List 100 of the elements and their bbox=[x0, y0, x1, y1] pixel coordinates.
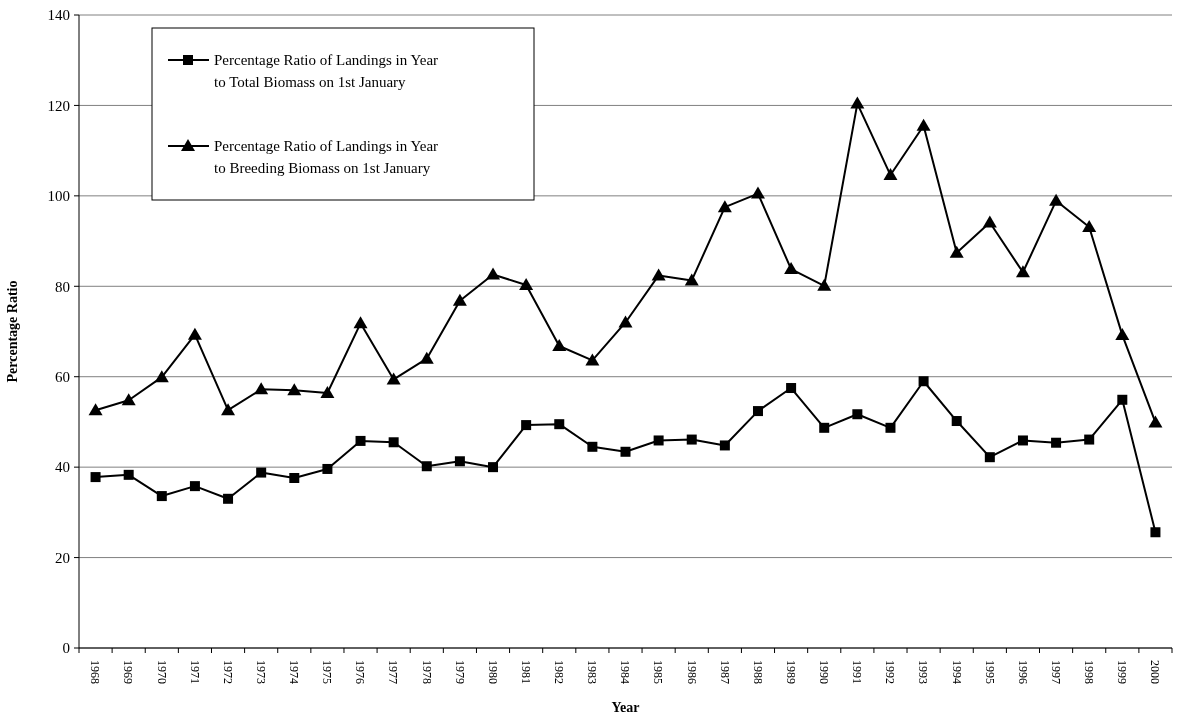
y-tick-label: 0 bbox=[62, 640, 70, 657]
x-tick-label: 1997 bbox=[1048, 660, 1063, 684]
point bbox=[653, 435, 664, 446]
x-tick-label: 1992 bbox=[883, 660, 898, 684]
x-tick-label: 1994 bbox=[949, 660, 964, 684]
point bbox=[784, 262, 799, 275]
x-tick-label: 1996 bbox=[1015, 660, 1030, 684]
x-tick-label: 1980 bbox=[485, 660, 500, 684]
point bbox=[686, 434, 697, 445]
y-tick-label: 20 bbox=[55, 549, 70, 566]
x-tick-label: 1987 bbox=[717, 660, 732, 684]
point bbox=[256, 467, 267, 478]
point bbox=[322, 463, 333, 474]
point bbox=[123, 469, 134, 480]
point bbox=[90, 472, 101, 483]
point bbox=[984, 452, 995, 463]
point bbox=[585, 353, 600, 366]
point bbox=[254, 382, 269, 395]
x-tick-label: 1986 bbox=[684, 660, 699, 684]
point bbox=[154, 370, 169, 383]
point bbox=[554, 419, 565, 430]
point bbox=[156, 491, 167, 502]
point bbox=[1115, 328, 1130, 341]
point bbox=[951, 416, 962, 427]
point bbox=[885, 422, 896, 433]
point bbox=[819, 422, 830, 433]
point bbox=[1084, 434, 1095, 445]
x-tick-label: 1985 bbox=[651, 660, 666, 684]
point bbox=[221, 403, 236, 416]
point bbox=[521, 420, 532, 431]
x-tick-label: 1998 bbox=[1082, 660, 1096, 684]
point bbox=[121, 393, 136, 406]
point bbox=[287, 383, 302, 396]
x-tick-label: 1984 bbox=[618, 660, 633, 684]
point bbox=[916, 118, 931, 131]
x-tick-label: 1968 bbox=[88, 660, 103, 684]
x-tick-label: 1991 bbox=[850, 660, 865, 684]
point bbox=[620, 446, 631, 457]
point bbox=[223, 493, 234, 504]
point bbox=[421, 461, 432, 472]
x-tick-label: 1973 bbox=[253, 660, 268, 684]
point bbox=[320, 385, 335, 398]
point bbox=[949, 245, 964, 258]
point bbox=[786, 383, 797, 394]
point bbox=[386, 372, 401, 385]
point bbox=[1051, 437, 1062, 448]
point bbox=[1148, 415, 1163, 428]
x-tick-label: 2000 bbox=[1148, 660, 1163, 684]
x-tick-label: 1978 bbox=[419, 660, 434, 684]
point bbox=[850, 96, 865, 109]
point bbox=[1015, 265, 1030, 278]
point bbox=[719, 440, 730, 451]
x-tick-label: 1979 bbox=[452, 660, 467, 684]
x-tick-label: 1982 bbox=[552, 660, 567, 684]
legend-label: Percentage Ratio of Landings in Year to Total Biomass on 1st January bbox=[214, 52, 439, 90]
x-tick-label: 1981 bbox=[518, 660, 533, 684]
y-tick-label: 60 bbox=[55, 368, 70, 385]
point bbox=[454, 456, 465, 467]
x-tick-label: 1999 bbox=[1115, 660, 1130, 684]
point bbox=[1082, 220, 1097, 233]
x-tick-label: 1972 bbox=[220, 660, 235, 684]
point bbox=[187, 327, 202, 340]
point bbox=[1150, 527, 1161, 538]
point bbox=[88, 403, 103, 416]
point bbox=[684, 273, 699, 286]
legend-label: Percentage Ratio of Landings in Year to Breeding Biomass on 1st January bbox=[214, 138, 439, 176]
point bbox=[717, 200, 732, 213]
point bbox=[355, 435, 366, 446]
y-axis-title: Percentage Ratio bbox=[5, 280, 20, 383]
point bbox=[488, 462, 499, 473]
point bbox=[189, 481, 200, 492]
y-tick-label: 140 bbox=[47, 7, 70, 24]
x-tick-label: 1971 bbox=[187, 660, 202, 684]
point bbox=[982, 215, 997, 228]
point bbox=[852, 409, 863, 420]
point bbox=[519, 277, 534, 290]
point bbox=[618, 315, 633, 328]
y-tick-label: 120 bbox=[47, 97, 70, 114]
y-tick-label: 100 bbox=[47, 188, 70, 205]
point bbox=[817, 278, 832, 291]
x-tick-label: 1977 bbox=[386, 660, 401, 684]
x-tick-label: 1989 bbox=[783, 660, 798, 684]
point bbox=[452, 293, 467, 306]
x-tick-label: 1969 bbox=[121, 660, 136, 684]
x-tick-label: 1974 bbox=[287, 660, 302, 684]
x-tick-label: 1976 bbox=[353, 660, 368, 684]
y-tick-label: 40 bbox=[55, 459, 70, 476]
y-tick-label: 80 bbox=[55, 278, 70, 295]
point bbox=[1017, 435, 1028, 446]
point bbox=[353, 316, 368, 329]
point bbox=[486, 267, 501, 280]
x-tick-label: 1990 bbox=[817, 660, 832, 684]
point bbox=[651, 268, 666, 281]
x-tick-label: 1995 bbox=[982, 660, 997, 684]
point bbox=[883, 168, 898, 181]
point bbox=[1049, 193, 1064, 206]
point bbox=[388, 437, 399, 448]
point bbox=[918, 376, 929, 387]
x-tick-label: 1983 bbox=[585, 660, 600, 684]
point bbox=[750, 186, 765, 199]
